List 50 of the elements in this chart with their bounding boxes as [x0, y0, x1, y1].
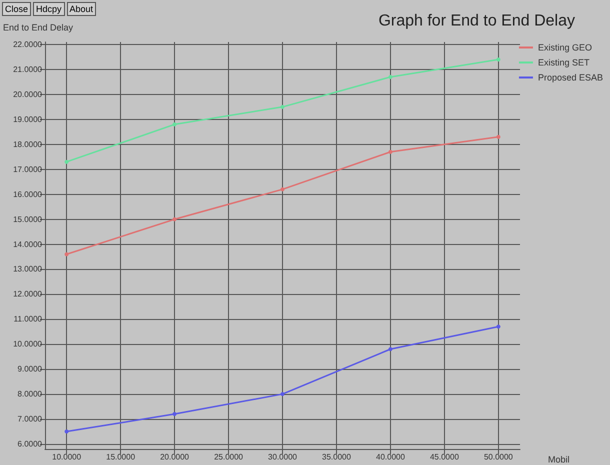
y-tick-label: 6.0000 [18, 440, 43, 449]
point [496, 324, 500, 329]
x-tick-label: 50.0000 [484, 452, 514, 462]
y-tick-label: 22.0000 [13, 40, 43, 49]
point [172, 412, 177, 416]
x-tick-label: 25.0000 [214, 452, 244, 462]
point [280, 392, 284, 396]
point [280, 187, 284, 192]
legend-label: Existing GEO [538, 42, 592, 52]
y-tick-label: 11.0000 [14, 314, 43, 324]
x-tick-label: 45.0000 [430, 452, 460, 462]
y-tick-label: 21.0000 [13, 64, 43, 74]
x-tick-label: 10.0000 [52, 452, 82, 462]
point [388, 347, 392, 352]
point [64, 160, 69, 164]
x-tick-label: 15.0000 [106, 452, 136, 462]
y-tick-label: 7.0000 [18, 414, 43, 424]
point [172, 122, 177, 126]
y-tick-label: 17.0000 [13, 164, 43, 174]
x-tick-label: 40.0000 [376, 452, 406, 462]
y-tick-label: 8.0000 [18, 390, 43, 399]
y-tick-label: 18.0000 [13, 140, 43, 149]
y-tick-label: 19.0000 [13, 114, 43, 124]
y-tick-label: 16.0000 [13, 190, 43, 199]
text: Close [2, 2, 32, 16]
y-tick-label: 13.0000 [13, 264, 43, 274]
point [388, 150, 392, 154]
y-tick-label: 10.0000 [13, 340, 43, 349]
point [280, 104, 284, 109]
x-tick-label: 30.0000 [268, 452, 298, 462]
x-axis-title: Mobil [548, 454, 570, 464]
chart-title: Graph for End to End Delay [378, 12, 576, 30]
point [496, 57, 500, 62]
y-tick-label: 20.0000 [13, 90, 43, 99]
x-tick-label: 35.0000 [322, 452, 352, 462]
point [64, 430, 69, 434]
point [64, 252, 69, 256]
y-tick-label: 14.0000 [13, 240, 43, 249]
y-tick-label: 9.0000 [18, 364, 43, 374]
legend-label: Proposed ESAB [538, 72, 604, 82]
point [388, 74, 392, 79]
text: About [66, 2, 96, 16]
x-tick-label: 20.0000 [160, 452, 190, 462]
legend-label: Existing SET [538, 58, 590, 68]
point [172, 217, 177, 222]
y-tick-label: 15.0000 [13, 214, 43, 224]
y-tick-label: 12.0000 [13, 290, 43, 299]
y-axis-title: End to End Delay [3, 22, 74, 32]
point [496, 134, 500, 139]
text: Hdcpy [33, 2, 65, 16]
